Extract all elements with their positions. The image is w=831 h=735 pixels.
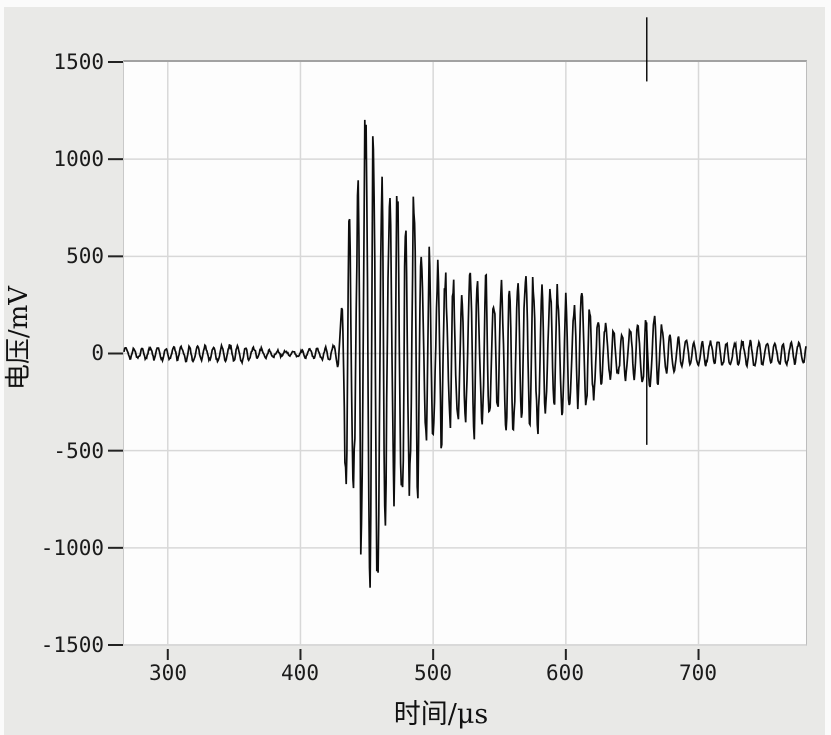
x-tick-label: 300 bbox=[149, 661, 187, 685]
scan-margin-left bbox=[0, 0, 4, 735]
x-tick-label: 600 bbox=[546, 661, 584, 685]
y-tick-label: -500 bbox=[53, 439, 104, 463]
y-tick-label: 0 bbox=[91, 341, 104, 365]
x-axis-title: 时间/μs bbox=[393, 699, 489, 730]
scan-margin-right bbox=[825, 0, 831, 735]
x-tick-label: 400 bbox=[281, 661, 319, 685]
x-tick-label: 500 bbox=[414, 661, 452, 685]
y-tick-label: 1500 bbox=[53, 50, 104, 74]
y-axis-title: 电压/mV bbox=[4, 285, 34, 391]
y-tick-label: -1000 bbox=[40, 536, 104, 560]
y-tick-label: 500 bbox=[66, 244, 104, 268]
y-tick-label: -1500 bbox=[40, 633, 104, 657]
x-tick-label: 700 bbox=[679, 661, 717, 685]
voltage-waveform-trace bbox=[123, 119, 807, 588]
y-tick-label: 1000 bbox=[53, 147, 104, 171]
scan-margin-top bbox=[0, 0, 831, 7]
